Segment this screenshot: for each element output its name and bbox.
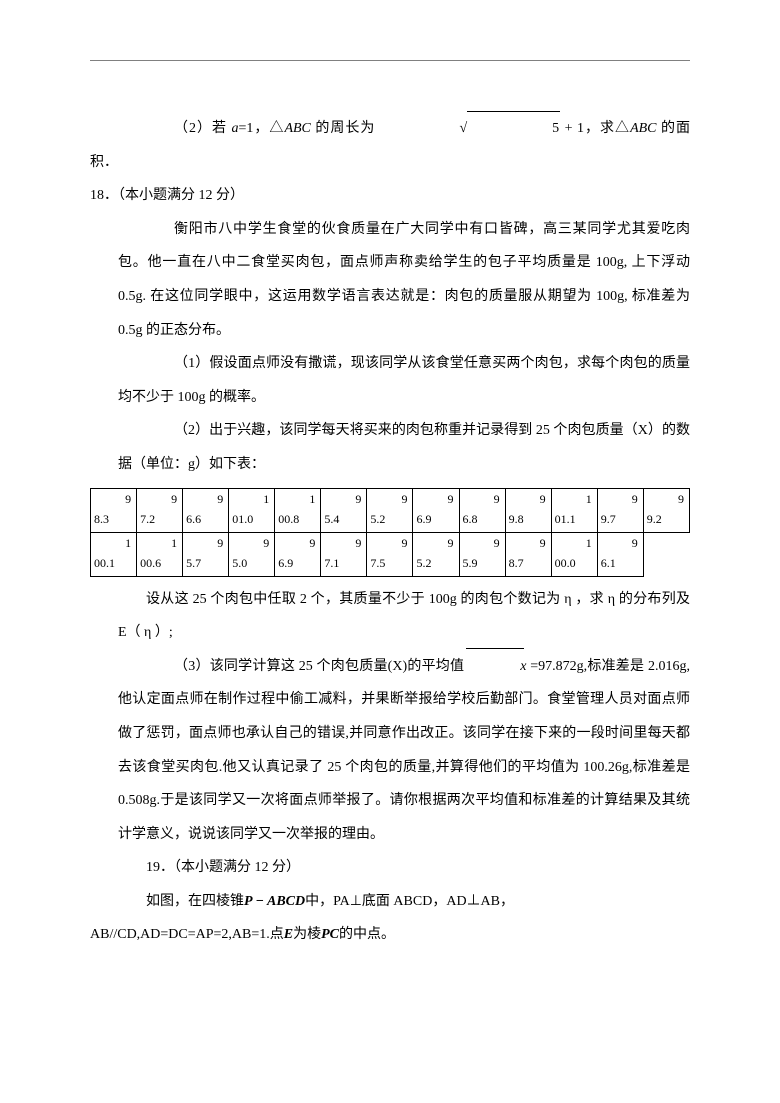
- table-cell: 100.0: [551, 532, 597, 576]
- q19-l2-e: 的中点。: [339, 927, 395, 942]
- table-cell: 96.8: [459, 488, 505, 532]
- table-cell: 100.6: [137, 532, 183, 576]
- table-cell: 95.2: [367, 488, 413, 532]
- q18-heading: 18．（本小题满分 12 分）: [90, 179, 690, 213]
- q19-heading: 19．（本小题满分 12 分）: [118, 851, 690, 885]
- table-cell: 99.2: [643, 488, 689, 532]
- q19-l2: AB//CD,AD=DC=AP=2,AB=1.点E为棱PC的中点。: [90, 918, 690, 952]
- table-cell: 96.1: [597, 532, 643, 576]
- top-rule: [90, 60, 690, 61]
- q18-sub3-a: （3）该同学计算这 25 个肉包质量(X)的平均值: [174, 659, 464, 674]
- mass-data-table: 98.3 97.2 96.6 101.0 100.8 95.4 95.2 96.…: [90, 488, 690, 577]
- table-cell: 95.4: [321, 488, 367, 532]
- q18-sub3: （3）该同学计算这 25 个肉包质量(X)的平均值x =97.872g,标准差是…: [118, 650, 690, 852]
- table-cell: 96.6: [183, 488, 229, 532]
- q19-l1-c: 中，PA⊥底面 ABCD，AD⊥AB，: [305, 894, 514, 909]
- table-cell: 97.1: [321, 532, 367, 576]
- table-cell: 97.5: [367, 532, 413, 576]
- table-cell: 98.7: [505, 532, 551, 576]
- edge-pc: PC: [321, 927, 339, 942]
- sym-a: a: [232, 121, 239, 136]
- table-cell: 101.1: [551, 488, 597, 532]
- q19-l2-c: 为棱: [293, 927, 321, 942]
- q19-l2-a: AB//CD,AD=DC=AP=2,AB=1.点: [90, 927, 284, 942]
- table-cell: 96.9: [275, 532, 321, 576]
- point-e: E: [284, 927, 293, 942]
- pyramid-symbol: P − ABCD: [244, 894, 305, 909]
- abc2: ABC: [630, 121, 656, 136]
- table-cell: 100.1: [91, 532, 137, 576]
- q17-mid: 的周长为: [311, 121, 376, 136]
- table-cell: 98.3: [91, 488, 137, 532]
- q18-sub2: （2）出于兴趣，该同学每天将买来的肉包称重并记录得到 25 个肉包质量（X）的数…: [118, 414, 690, 481]
- q17-a-val: =1，△: [239, 121, 285, 136]
- q18-p1: 衡阳市八中学生食堂的伙食质量在广大同学中有口皆碑，高三某同学尤其爱吃肉包。他一直…: [118, 213, 690, 347]
- x-bar: x: [464, 650, 526, 684]
- table-cell: 95.0: [229, 532, 275, 576]
- table-cell: [643, 532, 689, 576]
- table-cell: 95.7: [183, 532, 229, 576]
- table-cell: 99.8: [505, 488, 551, 532]
- q18-sub3-b: =97.872g,标准差是 2.016g,他认定面点师在制作过程中偷工减料，并果…: [118, 659, 690, 842]
- table-cell: 95.2: [413, 532, 459, 576]
- q17-tail: + 1，求△: [560, 121, 630, 136]
- table-row: 98.3 97.2 96.6 101.0 100.8 95.4 95.2 96.…: [91, 488, 690, 532]
- q17-pre: （2）若: [174, 121, 232, 136]
- table-cell: 101.0: [229, 488, 275, 532]
- table-cell: 100.8: [275, 488, 321, 532]
- q17-part2: （2）若 a=1，△ABC 的周长为√5 + 1，求△ABC 的面积．: [90, 111, 690, 179]
- abc1: ABC: [284, 121, 310, 136]
- table-cell: 97.2: [137, 488, 183, 532]
- sqrt5: √5: [375, 111, 560, 146]
- radicand-5: 5: [467, 111, 560, 146]
- table-cell: 99.7: [597, 488, 643, 532]
- table-cell: 95.9: [459, 532, 505, 576]
- q19-l1-a: 如图，在四棱锥: [146, 894, 244, 909]
- q18-sub1: （1）假设面点师没有撒谎，现该同学从该食堂任意买两个肉包，求每个肉包的质量均不少…: [118, 347, 690, 414]
- q18-sub2-after: 设从这 25 个肉包中任取 2 个，其质量不少于 100g 的肉包个数记为 η …: [118, 583, 690, 650]
- table-row: 100.1 100.6 95.7 95.0 96.9 97.1 97.5 95.…: [91, 532, 690, 576]
- q19-l1: 如图，在四棱锥P − ABCD中，PA⊥底面 ABCD，AD⊥AB，: [118, 885, 690, 919]
- exam-page: （2）若 a=1，△ABC 的周长为√5 + 1，求△ABC 的面积． 18．（…: [0, 0, 780, 1103]
- table-cell: 96.9: [413, 488, 459, 532]
